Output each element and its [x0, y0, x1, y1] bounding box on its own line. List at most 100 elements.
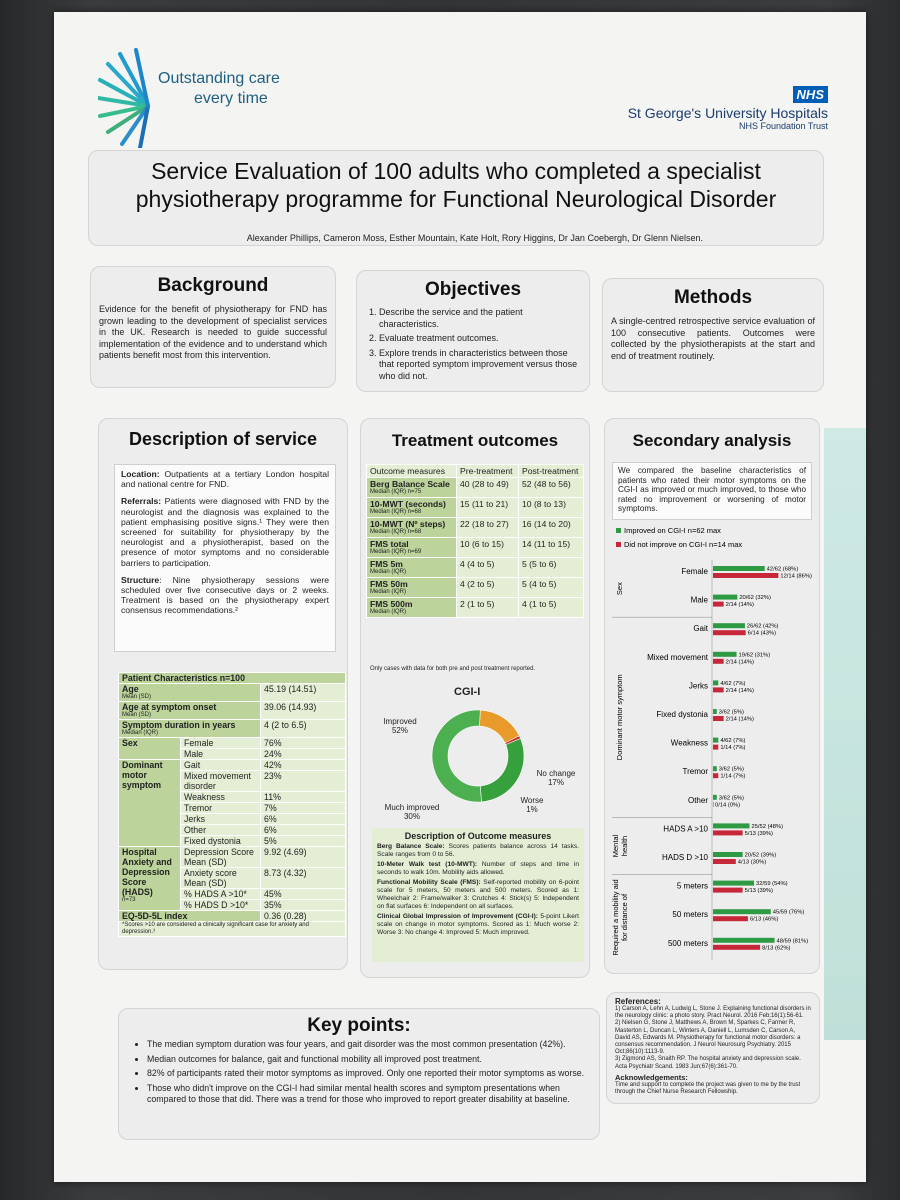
- table-cell: Dominant motor symptom: [118, 759, 181, 847]
- table-cell: 35%: [260, 899, 346, 911]
- table-row: FMS 5m Median (IQR) 4 (4 to 5) 5 (5 to 6): [366, 557, 584, 578]
- table-cell: 52 (48 to 56): [518, 477, 584, 498]
- bar-not-improved: [713, 773, 719, 779]
- methods-panel: Methods A single-centred retrospective s…: [602, 278, 824, 392]
- bar-value-label: 3/62 (5%): [719, 795, 744, 801]
- bar-improved: [713, 852, 743, 857]
- category-label: Female: [681, 567, 708, 576]
- treatment-heading: Treatment outcomes: [391, 431, 559, 450]
- row-label: Symptom duration in years: [122, 720, 236, 730]
- om-label: Functional Mobility Scale (FMS):: [377, 879, 481, 886]
- table-cell: 23%: [260, 770, 346, 792]
- table-row: Age at symptom onset Mean (SD) 39.06 (14.…: [118, 701, 346, 720]
- secondary-bar-chart: Improved on CGI-I n=62 max Did not improv…: [611, 526, 812, 961]
- bar-not-improved: [713, 601, 724, 607]
- bar-value-label: 6/14 (43%): [748, 631, 776, 637]
- row-label: FMS total: [370, 539, 409, 549]
- row-sublabel: Median (IQR) n=69: [370, 549, 422, 555]
- group-label: Mentalhealth: [611, 834, 629, 857]
- legend-label: Improved on CGI-I n=62 max: [624, 526, 721, 535]
- table-row: Sex Female 76%: [118, 737, 346, 760]
- table-cell: Jerks: [180, 813, 261, 825]
- table-cell: 15 (11 to 21): [456, 497, 519, 518]
- table-cell: 45%: [260, 888, 346, 900]
- cgi-chart-title: CGI-I: [454, 686, 481, 698]
- bar-value-label: 5/13 (39%): [745, 831, 773, 837]
- hospital-logo: Outstanding care every time: [98, 48, 308, 164]
- bar-not-improved: [713, 859, 736, 864]
- location-label: Location:: [121, 469, 160, 479]
- table-cell: EQ-5D-5L index: [118, 910, 261, 922]
- category-label: Male: [691, 596, 709, 605]
- row-sublabel: Median (IQR) n=75: [370, 489, 422, 495]
- list-item: The median symptom duration was four yea…: [147, 1039, 589, 1051]
- om-text: Number of steps and time in seconds to w…: [377, 861, 579, 876]
- list-item: Describe the service and the patient cha…: [379, 307, 581, 330]
- table-row: Symptom duration in years Median (IQR) 4 …: [118, 719, 346, 738]
- table-cell: 8.73 (4.32): [260, 867, 346, 889]
- row-label: Age at symptom onset: [122, 702, 217, 712]
- table-cell: FMS total Median (IQR) n=69: [366, 537, 457, 558]
- list-item: Those who didn't improve on the CGI-I ha…: [147, 1083, 589, 1106]
- table-row: Berg Balance Scale Median (IQR) n=75 40 (2…: [366, 477, 584, 498]
- cgi-donut-chart: Improved 52% No change 17% Worse 1% Much impro…: [383, 709, 576, 821]
- bar-improved: [713, 566, 765, 571]
- row-label: FMS 5m: [370, 559, 403, 569]
- referrals-label: Referrals:: [121, 496, 162, 507]
- key-points-panel: Key points: The median symptom duration …: [118, 1008, 600, 1140]
- table-cell: 24%: [260, 748, 346, 760]
- table-cell: Tremor: [180, 802, 261, 814]
- row-sublabel: Median (IQR) n=68: [370, 529, 422, 535]
- table-row: Fixed dystonia 5%: [119, 835, 346, 847]
- table-row: EQ-5D-5L index 0.36 (0.28): [118, 910, 346, 922]
- table-row: % HADS A >10* 45%: [119, 888, 346, 900]
- background-panel: Background Evidence for the benefit of p…: [90, 266, 336, 388]
- table-cell: Gait: [180, 759, 261, 771]
- secondary-heading: Secondary analysis: [632, 431, 792, 450]
- legend-label: Did not improve on CGI-I n=14 max: [624, 540, 742, 549]
- bar-not-improved: [713, 744, 719, 750]
- donut-slice-no-change: [479, 709, 520, 744]
- nhs-trust-branding: NHS St George's University Hospitals NHS…: [628, 86, 828, 131]
- reference-item: 2) Nielsen G, Stone J, Matthews A, Brown…: [615, 1020, 801, 1056]
- column-header: Pre-treatment: [456, 464, 519, 478]
- category-label: 50 meters: [672, 910, 708, 919]
- background-text: Evidence for the benefit of physiotherap…: [99, 304, 327, 360]
- om-label: Berg Balance Scale:: [377, 843, 445, 850]
- table-cell: FMS 500m Median (IQR): [366, 597, 457, 618]
- table-row: Dominant motor symptom Gait 42%: [118, 759, 346, 847]
- table-row: Other 6%: [119, 824, 346, 836]
- table-cell: 22 (18 to 27): [456, 517, 519, 538]
- bar-value-label: 2/14 (14%): [726, 659, 754, 665]
- table-row: *Scores >10 are considered a clinically …: [118, 921, 346, 937]
- table-row: Hospital Anxiety and Depression Score (H…: [118, 846, 346, 911]
- bar-value-label: 8/13 (62%): [762, 945, 790, 951]
- bar-not-improved: [713, 944, 761, 950]
- group-label: Required a mobility aidfor distance of: [611, 879, 629, 955]
- table-cell: Female: [180, 737, 261, 749]
- outcome-measures-box: Description of Outcome measures Berg Bal…: [372, 828, 584, 962]
- title-line-2: physiotherapy programme for Functional N…: [135, 186, 777, 212]
- table-row: FMS total Median (IQR) n=69 10 (6 to 15) 14…: [366, 537, 584, 558]
- row-label: Hospital Anxiety and Depression Score (H…: [122, 847, 172, 897]
- bar-value-label: 19/62 (31%): [739, 652, 771, 658]
- table-cell: 14 (11 to 15): [518, 537, 584, 558]
- bar-improved: [713, 823, 750, 829]
- table-cell: Symptom duration in years Median (IQR): [118, 719, 261, 738]
- table-cell: % HADS A >10*: [180, 888, 261, 900]
- om-text: Self-reported mobility on 6-point scale …: [377, 879, 579, 910]
- table-cell: 40 (28 to 49): [456, 477, 519, 498]
- row-label: 10-MWT (Nº steps): [370, 519, 446, 529]
- table-header-row: Outcome measures Pre-treatment Post-trea…: [366, 464, 584, 478]
- logo-text-line2: every time: [194, 90, 268, 107]
- table-cell: Other: [180, 824, 261, 836]
- row-sublabel: Median (IQR): [370, 609, 407, 615]
- row-label: FMS 50m: [370, 579, 408, 589]
- secondary-intro: We compared the baseline characteristics…: [612, 462, 812, 520]
- donut-label: Much improved 30%: [385, 803, 440, 821]
- organisation-name: St George's University Hospitals: [627, 105, 828, 121]
- logo-text-line1: Outstanding care: [158, 70, 280, 87]
- bar-not-improved: [713, 630, 746, 636]
- methods-text: A single-centred retrospective service e…: [611, 316, 815, 361]
- table-cell: 45.19 (14.51): [260, 683, 346, 702]
